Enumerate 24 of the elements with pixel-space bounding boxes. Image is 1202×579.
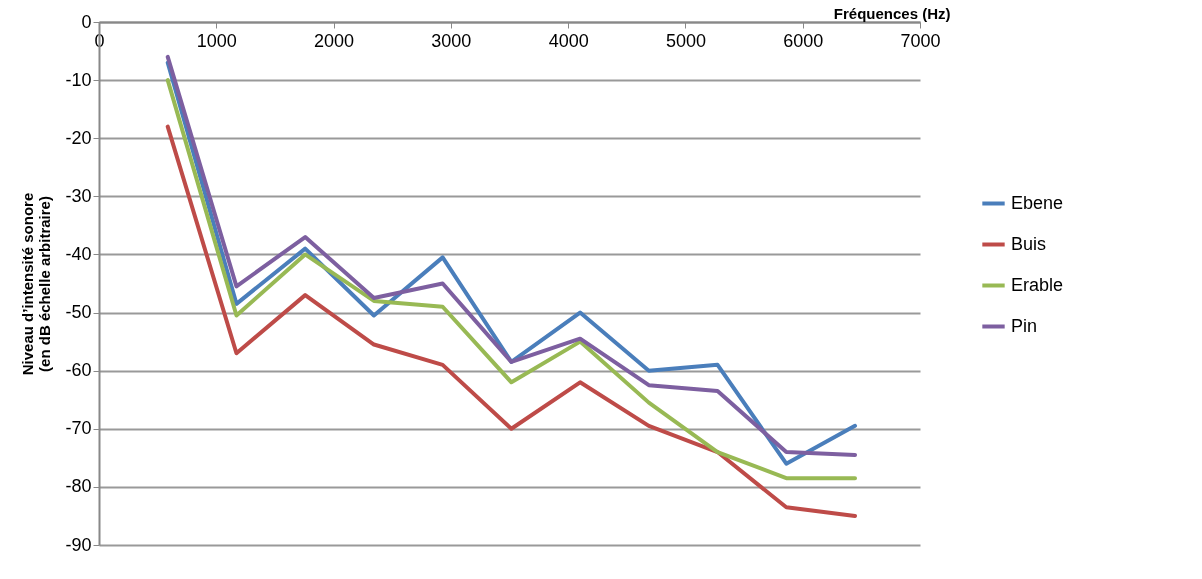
x-tick-label: 7000 xyxy=(900,30,941,51)
x-tick-label: 1000 xyxy=(196,30,237,51)
legend-label: Buis xyxy=(1011,233,1047,254)
y-tick-label: -40 xyxy=(65,243,92,264)
y-tick-label: -10 xyxy=(65,69,92,90)
x-tick-label: 5000 xyxy=(665,30,706,51)
y-tick-label: 0 xyxy=(81,11,92,32)
legend-label: Pin xyxy=(1011,315,1038,336)
y-axis-title: Niveau d’intensité sonore (en dB échelle arbitraire) xyxy=(19,192,54,376)
x-tick-label: 2000 xyxy=(314,30,355,51)
x-tick-label: 3000 xyxy=(431,30,472,51)
x-tick-label: 6000 xyxy=(783,30,824,51)
x-axis-title: Fréquences (Hz) xyxy=(833,4,951,22)
y-tick-label: -50 xyxy=(65,302,92,323)
y-tick-label: -30 xyxy=(65,185,92,206)
x-tick-label: 4000 xyxy=(548,30,589,51)
y-tick-label: -80 xyxy=(65,476,92,497)
y-tick-label: -90 xyxy=(65,534,92,555)
line-series xyxy=(165,124,858,518)
legend-label: Erable xyxy=(1011,274,1064,295)
y-tick-label: -70 xyxy=(65,418,92,439)
y-tick-label: -60 xyxy=(65,360,92,381)
y-tick-label: -20 xyxy=(65,127,92,148)
legend-label: Ebene xyxy=(1011,192,1064,213)
